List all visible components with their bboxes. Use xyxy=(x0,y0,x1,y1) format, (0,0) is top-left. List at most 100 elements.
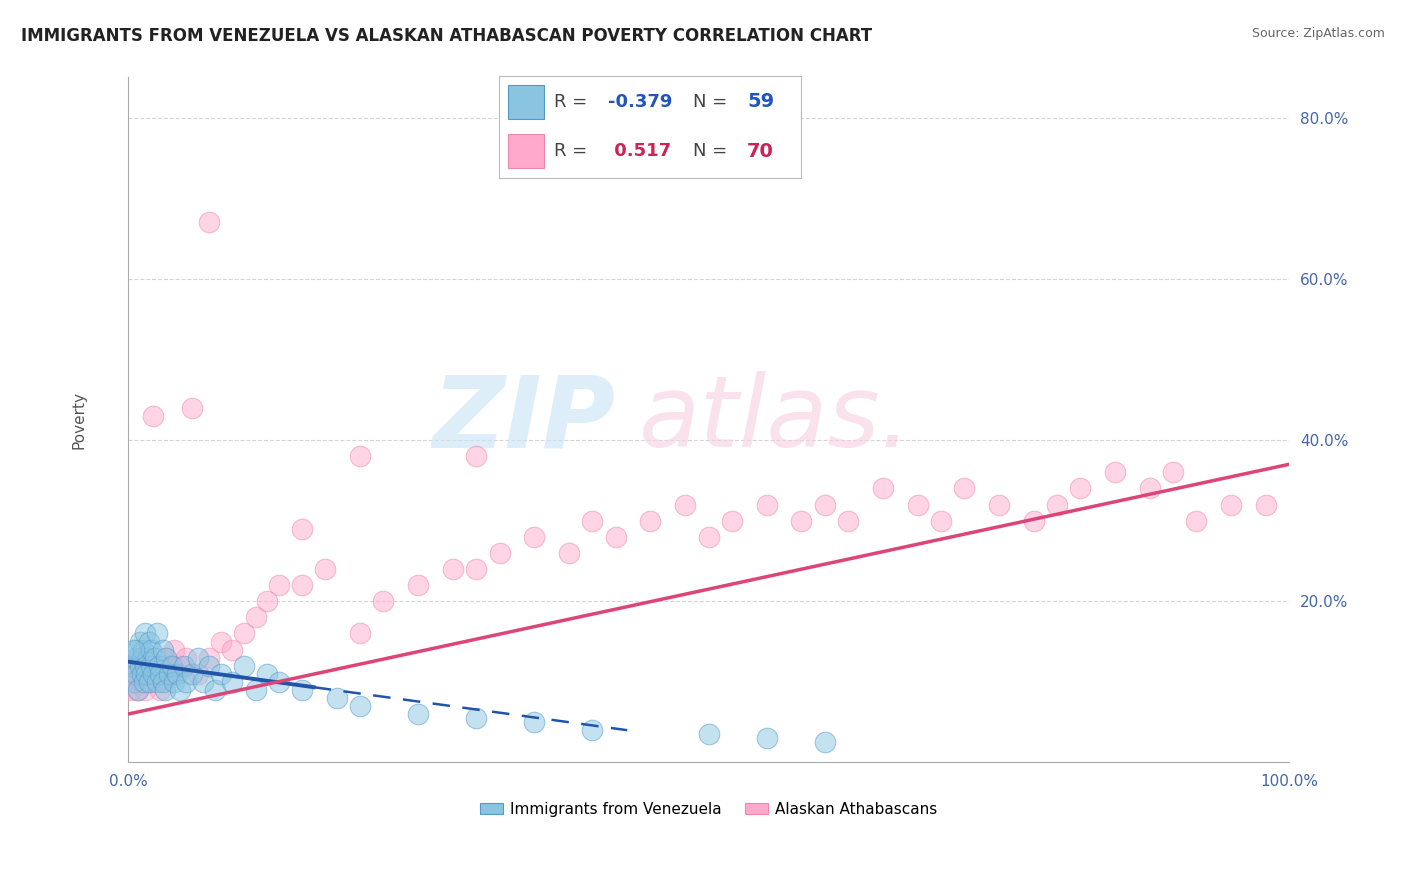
Point xyxy=(814,735,837,749)
Point xyxy=(146,674,169,689)
Point xyxy=(233,658,256,673)
Point xyxy=(122,666,145,681)
Point xyxy=(755,498,778,512)
Point xyxy=(166,666,188,681)
Point xyxy=(136,650,159,665)
Point xyxy=(138,634,160,648)
Point xyxy=(120,658,142,673)
Point xyxy=(441,562,464,576)
Point xyxy=(1104,466,1126,480)
Text: Source: ZipAtlas.com: Source: ZipAtlas.com xyxy=(1251,27,1385,40)
Point xyxy=(1220,498,1243,512)
Point xyxy=(720,514,742,528)
Point xyxy=(125,658,148,673)
Point xyxy=(406,578,429,592)
Point xyxy=(326,690,349,705)
Bar xyxy=(508,135,544,168)
Point xyxy=(173,658,195,673)
Point xyxy=(160,666,183,681)
Point xyxy=(169,682,191,697)
Point xyxy=(907,498,929,512)
Point xyxy=(198,650,221,665)
Point xyxy=(127,682,149,697)
Legend: Immigrants from Venezuela, Alaskan Athabascans: Immigrants from Venezuela, Alaskan Athab… xyxy=(474,796,943,823)
Point xyxy=(755,731,778,746)
Point xyxy=(1046,498,1069,512)
Point xyxy=(790,514,813,528)
Point xyxy=(406,707,429,722)
Point xyxy=(233,626,256,640)
Point xyxy=(122,674,145,689)
Text: -0.379: -0.379 xyxy=(607,93,672,111)
Point xyxy=(134,674,156,689)
Point xyxy=(488,546,510,560)
Point xyxy=(987,498,1010,512)
Point xyxy=(157,658,180,673)
Point xyxy=(169,658,191,673)
Point xyxy=(193,674,215,689)
Point xyxy=(209,666,232,681)
Point xyxy=(523,715,546,730)
Text: N =: N = xyxy=(693,93,733,111)
Point xyxy=(139,658,162,673)
Point xyxy=(187,666,209,681)
Point xyxy=(1022,514,1045,528)
Point xyxy=(153,650,176,665)
Point xyxy=(465,449,488,463)
Point xyxy=(605,530,627,544)
Point xyxy=(146,666,169,681)
Point xyxy=(134,658,156,673)
Point xyxy=(245,682,267,697)
Point xyxy=(837,514,859,528)
Point xyxy=(291,522,314,536)
Point xyxy=(143,650,166,665)
Point xyxy=(174,650,197,665)
Text: R =: R = xyxy=(554,93,592,111)
Point xyxy=(174,674,197,689)
Point xyxy=(523,530,546,544)
Point xyxy=(256,666,278,681)
Point xyxy=(148,658,170,673)
Point xyxy=(465,711,488,725)
Point xyxy=(152,642,174,657)
Point xyxy=(581,514,603,528)
Point xyxy=(1161,466,1184,480)
Point xyxy=(160,658,183,673)
Point xyxy=(146,626,169,640)
Text: atlas.: atlas. xyxy=(638,371,912,468)
Point xyxy=(153,682,176,697)
Point xyxy=(929,514,952,528)
Point xyxy=(1069,482,1091,496)
Point xyxy=(128,634,150,648)
Point xyxy=(134,626,156,640)
Point xyxy=(953,482,976,496)
Point xyxy=(149,666,172,681)
Point xyxy=(180,666,202,681)
Text: 59: 59 xyxy=(747,93,775,112)
Point xyxy=(697,530,720,544)
Point xyxy=(267,578,290,592)
Point xyxy=(131,650,153,665)
Point xyxy=(135,666,157,681)
Point xyxy=(267,674,290,689)
Point xyxy=(135,666,157,681)
Point xyxy=(125,666,148,681)
Point xyxy=(122,642,145,657)
Text: N =: N = xyxy=(693,142,733,161)
Text: 70: 70 xyxy=(747,142,773,161)
Point xyxy=(163,674,186,689)
Point xyxy=(221,642,243,657)
Point xyxy=(1185,514,1208,528)
Point xyxy=(198,658,221,673)
Point xyxy=(138,674,160,689)
Point xyxy=(149,682,172,697)
Point xyxy=(155,650,177,665)
Point xyxy=(581,723,603,738)
Text: IMMIGRANTS FROM VENEZUELA VS ALASKAN ATHABASCAN POVERTY CORRELATION CHART: IMMIGRANTS FROM VENEZUELA VS ALASKAN ATH… xyxy=(21,27,872,45)
Point xyxy=(124,674,146,689)
Point xyxy=(314,562,336,576)
Point xyxy=(245,610,267,624)
Point xyxy=(120,682,142,697)
Point xyxy=(142,409,165,423)
Point xyxy=(134,682,156,697)
